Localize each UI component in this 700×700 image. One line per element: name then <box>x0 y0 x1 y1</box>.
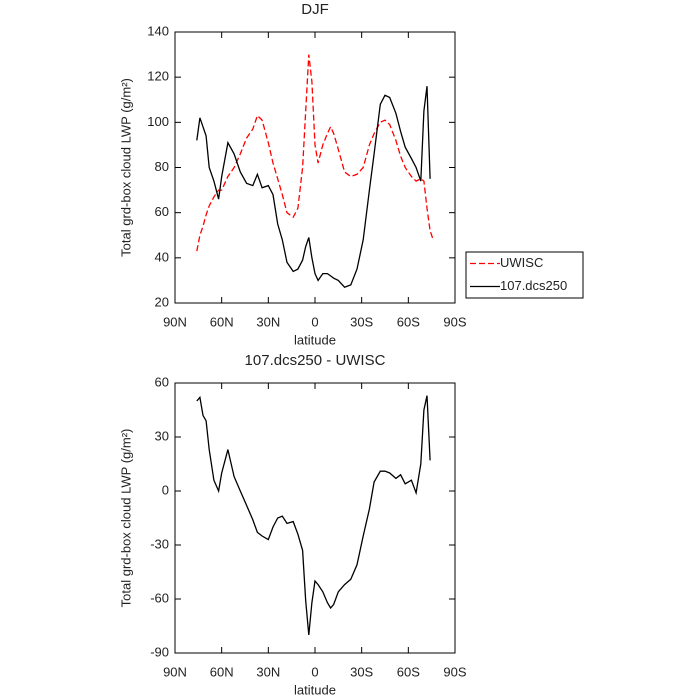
legend-label: 107.dcs250 <box>500 278 567 293</box>
legend-label: UWISC <box>500 255 543 270</box>
x-tick-label: 30N <box>256 314 280 329</box>
x-tick-label: 90S <box>443 314 466 329</box>
x-tick-label: 90S <box>443 664 466 679</box>
data-line <box>196 54 434 252</box>
x-tick-label: 30S <box>350 314 373 329</box>
x-tick-label: 90N <box>163 314 187 329</box>
y-tick-label: 120 <box>147 69 169 84</box>
y-tick-label: 20 <box>155 294 169 309</box>
y-tick-label: -30 <box>150 536 169 551</box>
x-axis-label: latitude <box>294 332 336 347</box>
x-tick-label: 60N <box>210 314 234 329</box>
data-line <box>196 395 431 636</box>
y-axis-label: Total grd-box cloud LWP (g/m²) <box>118 78 133 257</box>
y-tick-label: 0 <box>162 482 169 497</box>
y-tick-label: 140 <box>147 23 169 38</box>
plot-frame <box>174 382 456 654</box>
y-tick-label: -60 <box>150 590 169 605</box>
x-tick-label: 0 <box>311 664 318 679</box>
y-tick-label: 30 <box>155 428 169 443</box>
x-tick-label: 0 <box>311 314 318 329</box>
y-axis-label: Total grd-box cloud LWP (g/m²) <box>118 429 133 608</box>
x-tick-label: 30N <box>256 664 280 679</box>
y-tick-label: 80 <box>155 159 169 174</box>
chart-title: 107.dcs250 - UWISC <box>245 352 386 369</box>
y-tick-label: 60 <box>155 374 169 389</box>
data-line <box>196 86 431 288</box>
y-tick-label: 40 <box>155 249 169 264</box>
plot-frame <box>174 31 456 304</box>
y-tick-label: 100 <box>147 114 169 129</box>
y-tick-label: -90 <box>150 644 169 659</box>
legend-box <box>465 251 584 299</box>
x-axis-label: latitude <box>294 682 336 697</box>
x-tick-label: 90N <box>163 664 187 679</box>
x-tick-label: 30S <box>350 664 373 679</box>
x-tick-label: 60S <box>397 314 420 329</box>
chart-title: DJF <box>301 1 329 18</box>
x-tick-label: 60S <box>397 664 420 679</box>
y-tick-label: 60 <box>155 204 169 219</box>
x-tick-label: 60N <box>210 664 234 679</box>
